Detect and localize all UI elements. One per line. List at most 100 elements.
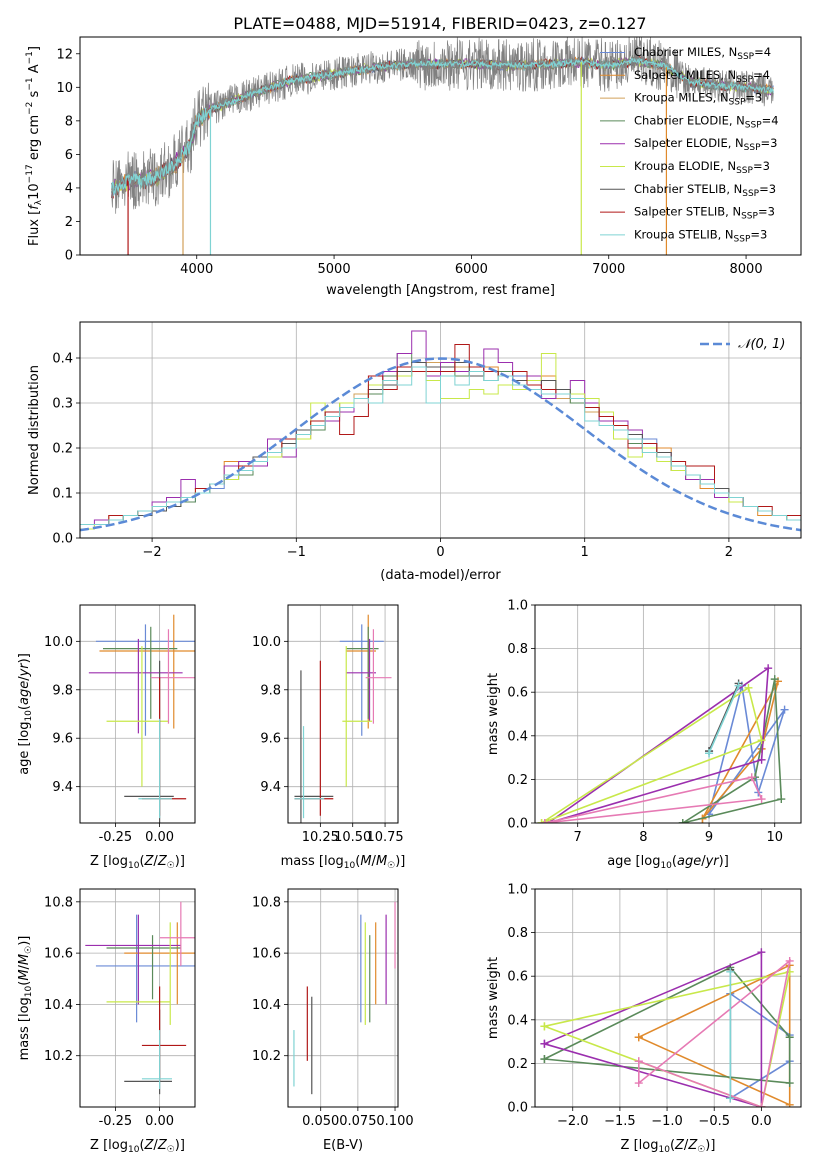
x-tick-label: −2.0 bbox=[557, 1114, 589, 1129]
weight-marker bbox=[705, 749, 714, 758]
y-axis-label: Normed distribution bbox=[27, 365, 42, 495]
weight-marker bbox=[634, 1033, 643, 1042]
label-part: Z [log bbox=[90, 1138, 128, 1153]
legend-label: Chabrier ELODIE, NSSP=4 bbox=[634, 113, 779, 130]
y-tick-label: 12 bbox=[56, 47, 73, 62]
weight-marker bbox=[540, 1055, 549, 1064]
label-part: Z [log bbox=[621, 1138, 659, 1153]
label-part: / bbox=[372, 854, 377, 869]
label-part: =3 bbox=[761, 136, 778, 150]
weight-marker bbox=[540, 1039, 549, 1048]
y-tick-label: 0.6 bbox=[507, 970, 528, 985]
label-part: A bbox=[27, 64, 42, 77]
label-part: Z bbox=[144, 854, 155, 869]
x-tick-label: 5000 bbox=[318, 262, 351, 277]
label-part: Kroupa STELIB, N bbox=[634, 227, 734, 241]
axes-frame bbox=[287, 604, 399, 824]
label-part: )] bbox=[395, 854, 405, 869]
x-tick-label: 6000 bbox=[455, 262, 488, 277]
y-tick-label: 9.4 bbox=[52, 780, 73, 795]
y-tick-label: 10.0 bbox=[252, 635, 281, 650]
label-part: yr bbox=[705, 854, 721, 869]
label-part: / bbox=[17, 964, 32, 969]
errorbars bbox=[294, 614, 392, 823]
weight-marker bbox=[634, 1079, 643, 1088]
x-tick-label: 8000 bbox=[730, 262, 763, 277]
weight-lines bbox=[540, 948, 794, 1107]
x-tick-label: 4000 bbox=[180, 262, 213, 277]
label-part: ( bbox=[672, 854, 677, 869]
weight-marker bbox=[540, 1022, 549, 1031]
weight-marker bbox=[734, 681, 743, 690]
y-tick-label: 9.8 bbox=[260, 683, 281, 698]
label-part: −1 bbox=[25, 51, 35, 64]
label-part: Kroupa ELODIE, N bbox=[634, 159, 736, 173]
normal-curve bbox=[80, 357, 801, 532]
y-tick-label: 0.0 bbox=[507, 817, 528, 832]
y-tick-label: 8 bbox=[65, 114, 73, 129]
label-part: Chabrier ELODIE, N bbox=[634, 113, 745, 127]
label-part: SSP bbox=[736, 166, 753, 176]
y-tick-label: 0.0 bbox=[507, 1101, 528, 1116]
x-tick-label: 9 bbox=[705, 830, 713, 845]
label-part: SSP bbox=[734, 234, 751, 244]
axes-frame bbox=[287, 888, 399, 1108]
label-part: Z bbox=[674, 1138, 685, 1153]
label-part: SSP bbox=[737, 52, 754, 62]
x-tick-label: 10.50 bbox=[334, 830, 371, 845]
y-tick-label: 10 bbox=[56, 81, 73, 96]
label-part: ☉ bbox=[387, 861, 395, 871]
weight-line-4 bbox=[541, 686, 763, 823]
x-axis-label: (data-model)/error bbox=[380, 568, 501, 583]
y-tick-label: 9.4 bbox=[260, 780, 281, 795]
errorbars bbox=[85, 901, 195, 1095]
label-part: λ bbox=[34, 199, 44, 205]
y-axis-label: mass weight bbox=[486, 673, 501, 755]
label-part: Z bbox=[157, 1138, 168, 1153]
y-tick-label: 0.4 bbox=[52, 352, 73, 367]
label-part: SSP bbox=[745, 120, 762, 130]
label-part: ☉ bbox=[167, 861, 175, 871]
y-tick-label: 9.6 bbox=[52, 732, 73, 747]
y-tick-label: 0.8 bbox=[507, 642, 528, 657]
weight-marker bbox=[537, 819, 546, 823]
y-tick-label: 6 bbox=[65, 148, 73, 163]
label-part: Salpeter STELIB, N bbox=[634, 205, 741, 219]
age-vs-Z-panel: -0.25 0.009.49.69.810.0Z [log10(Z/Z☉)]age… bbox=[17, 604, 196, 871]
label-part: )] bbox=[17, 653, 32, 663]
label-part: =4 bbox=[762, 113, 779, 127]
label-part: ( bbox=[355, 854, 360, 869]
weight-marker bbox=[785, 1079, 794, 1088]
label-part: SSP bbox=[741, 212, 758, 222]
spectrum-panel: 4000 5000 6000 7000 8000 0 2 4 6 8 10 12 Chabrier MI… bbox=[25, 36, 802, 298]
weight-marker bbox=[757, 948, 766, 957]
y-tick-label: 10.8 bbox=[252, 895, 281, 910]
label-part: −17 bbox=[25, 164, 35, 183]
label-part: Chabrier STELIB, N bbox=[634, 182, 742, 196]
residual-histogram-8 bbox=[80, 366, 801, 525]
label-part: / bbox=[17, 676, 32, 681]
label-part: 10 bbox=[128, 1145, 140, 1155]
y-tick-label: 1.0 bbox=[507, 599, 528, 614]
axes-frame bbox=[79, 36, 802, 256]
x-tick-label: 7000 bbox=[592, 262, 625, 277]
weight-marker bbox=[777, 795, 786, 804]
y-tick-label: 10.4 bbox=[44, 998, 73, 1013]
x-tick-label: 2 bbox=[725, 545, 733, 560]
label-part: age bbox=[17, 681, 32, 705]
label-part: Chabrier MILES, N bbox=[634, 45, 737, 59]
label-part: / bbox=[153, 854, 158, 869]
legend-label: Kroupa ELODIE, NSSP=3 bbox=[634, 159, 770, 176]
spectrum-lines bbox=[111, 37, 774, 255]
legend-label: Salpeter ELODIE, NSSP=3 bbox=[634, 136, 777, 153]
legend-label: Kroupa STELIB, NSSP=3 bbox=[634, 227, 767, 244]
label-part: age [log bbox=[607, 854, 660, 869]
x-axis-label: Z [log10(Z/Z☉)] bbox=[621, 1138, 716, 1155]
x-tick-label: 0.100 bbox=[376, 1114, 413, 1129]
y-tick-label: 0.2 bbox=[52, 442, 73, 457]
y-tick-label: 0.3 bbox=[52, 397, 73, 412]
weight-line-1 bbox=[701, 680, 779, 820]
axes-frame bbox=[79, 604, 196, 824]
label-part: 10 bbox=[128, 861, 140, 871]
label-part: 10 bbox=[24, 985, 34, 997]
